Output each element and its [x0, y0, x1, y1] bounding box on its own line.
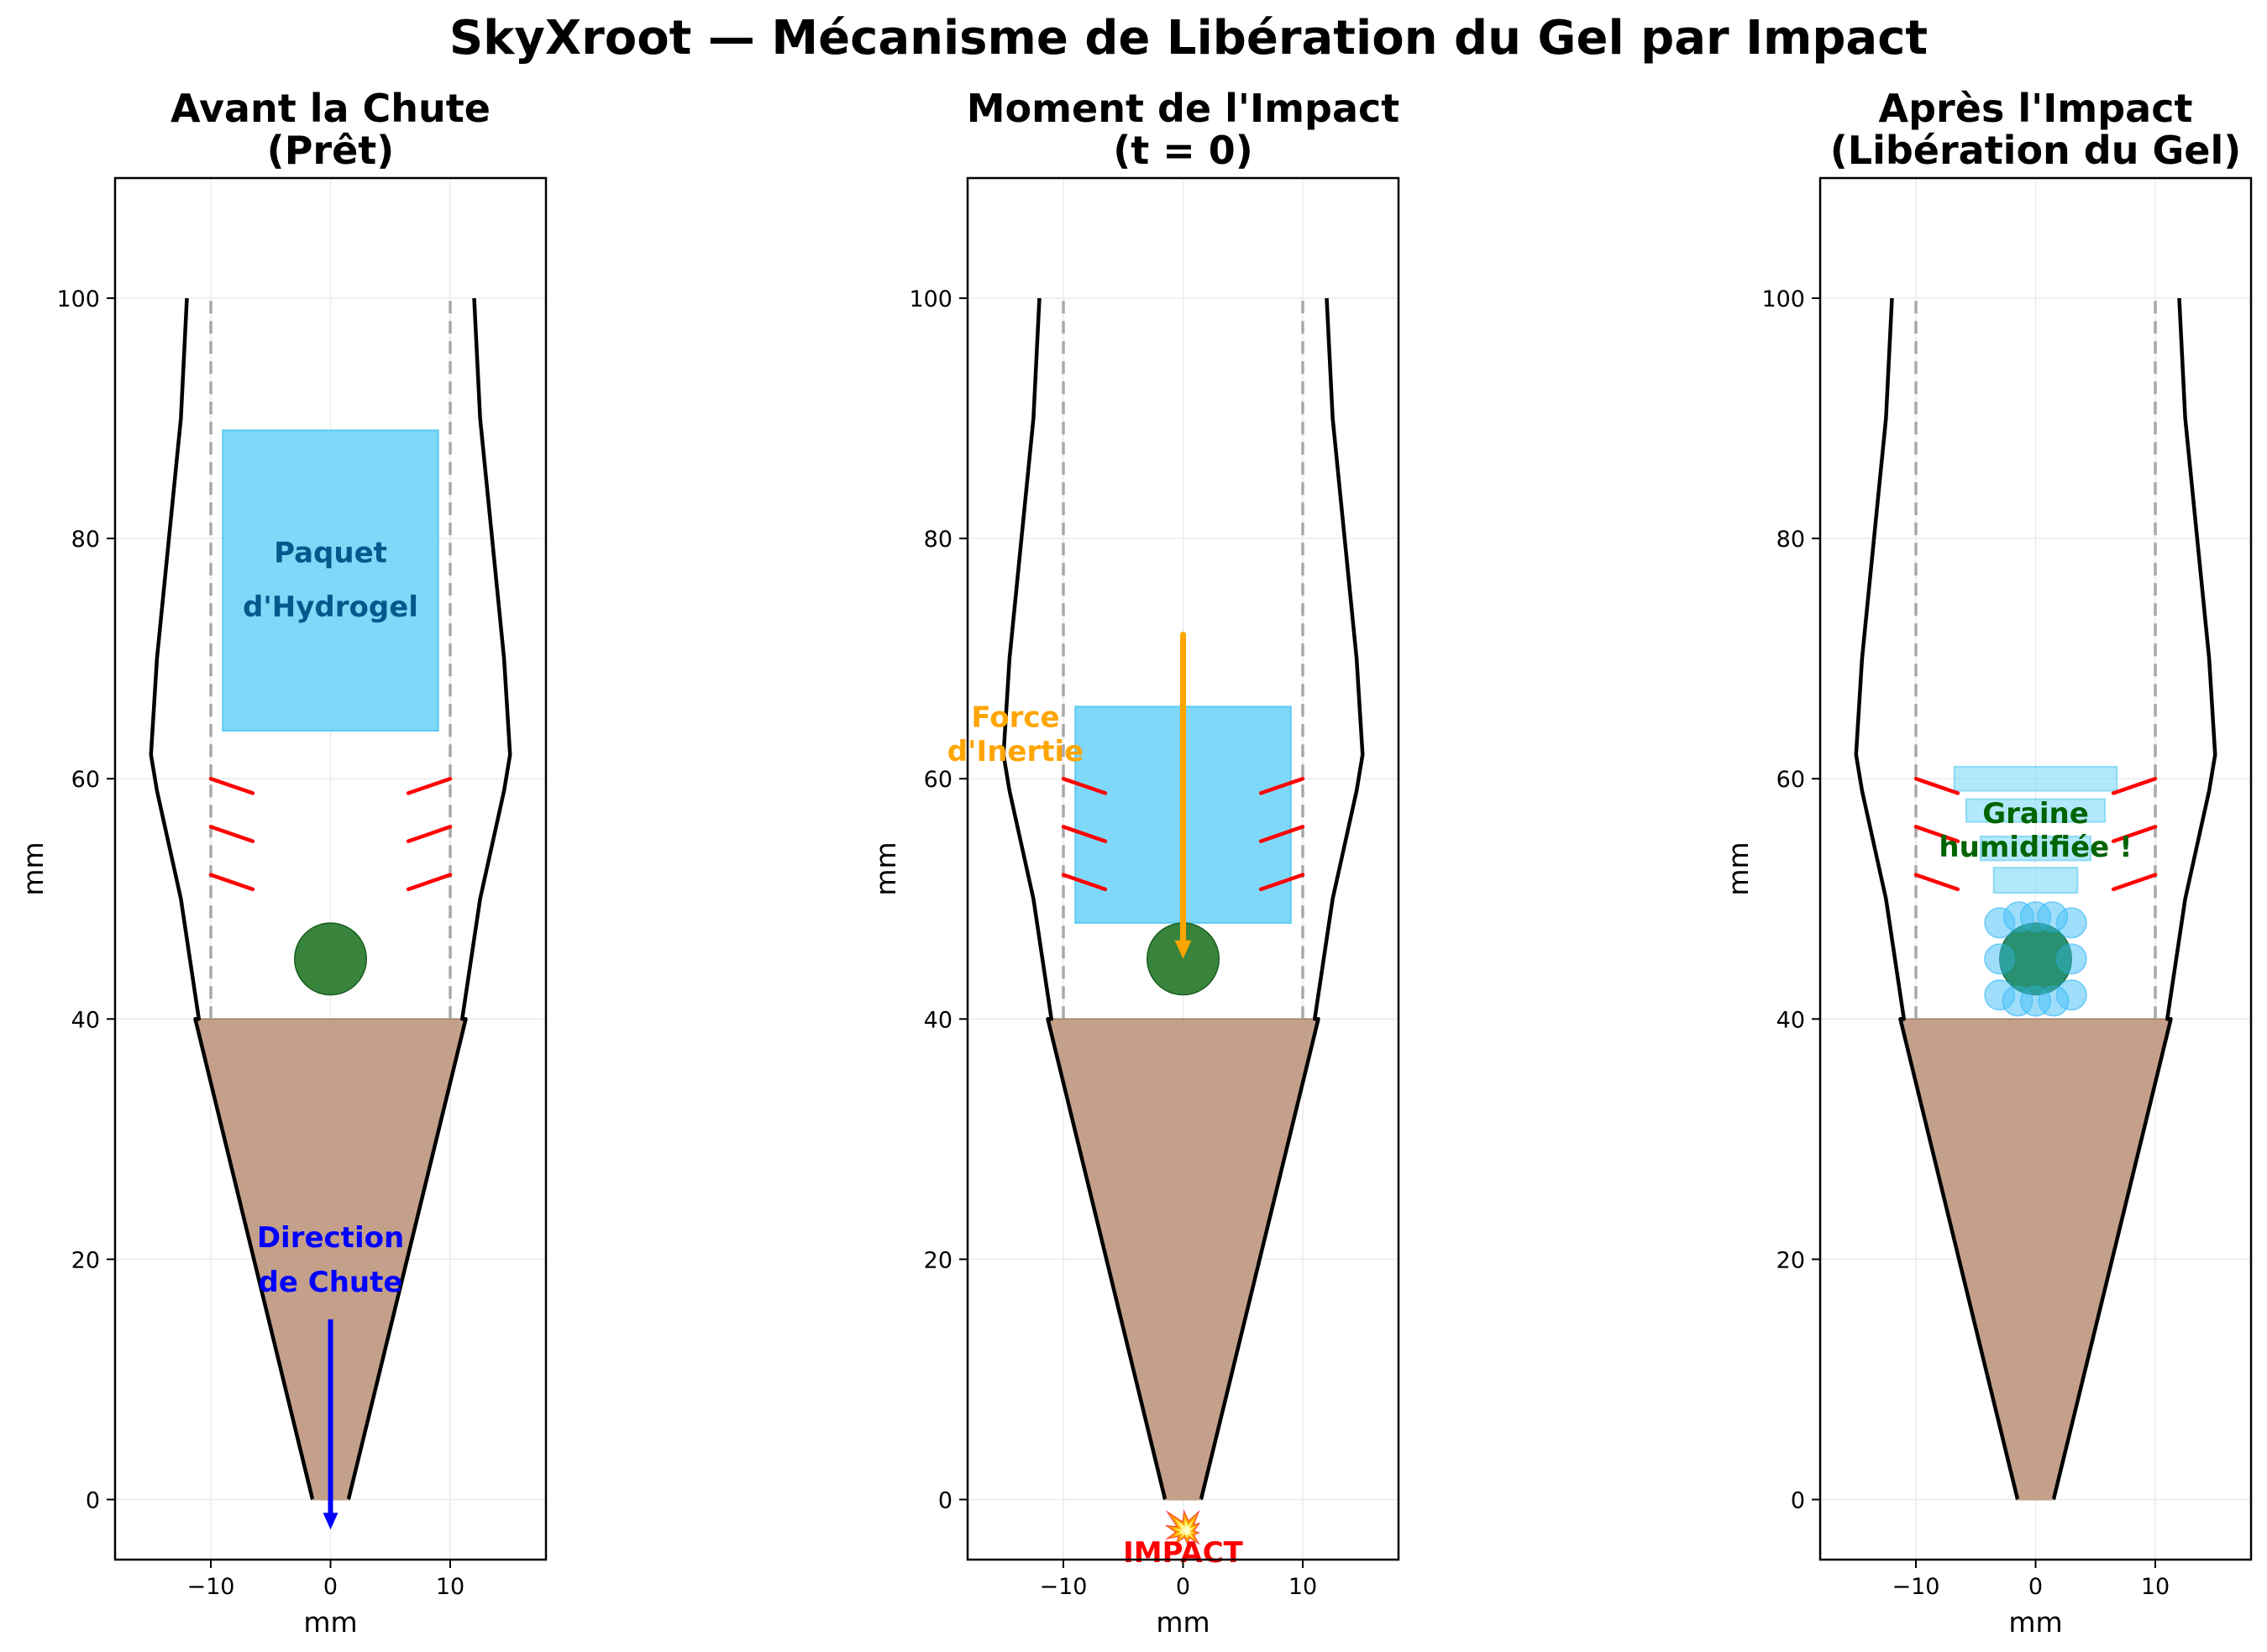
x-axis-label: mm [1156, 1606, 1210, 1639]
wet-seed-overlay [1999, 923, 2072, 995]
y-tick-label: 0 [938, 1487, 952, 1513]
retention-barb [1913, 825, 1960, 843]
shell-outline-right [346, 297, 512, 1501]
y-axis-label: mm [1722, 842, 1755, 895]
y-tick-label: 60 [1776, 767, 1805, 793]
panels: Avant la Chute(Prêt) Paquet d'Hydrogel Dire… [17, 86, 2253, 1639]
x-tick-label: −10 [1892, 1574, 1940, 1600]
x-tick-label: 0 [1176, 1574, 1190, 1600]
gel-label: Paquet [274, 537, 387, 570]
retention-barb [406, 873, 453, 892]
retention-barb [1913, 776, 1960, 795]
y-tick-label: 20 [1776, 1247, 1805, 1273]
x-tick-label: 0 [323, 1574, 338, 1600]
x-tick-label: −10 [1040, 1574, 1088, 1600]
released-gel-layer [1953, 765, 2118, 792]
retention-barb [1061, 873, 1108, 892]
impact-glyph: 💥 [1163, 1508, 1203, 1546]
released-gel-layer [1965, 798, 2107, 823]
panel-3: Après l'Impact(Libération du Gel) Graineh… [1722, 86, 2253, 1639]
inertia-arrow-head [1174, 940, 1192, 959]
retention-barb [208, 873, 255, 892]
fall-arrow-head [323, 1513, 338, 1530]
retention-barb [2111, 873, 2158, 892]
retention-barb [2111, 776, 2158, 795]
panel-1: Avant la Chute(Prêt) Paquet d'Hydrogel Dire… [17, 86, 548, 1639]
retention-barb [1913, 873, 1960, 892]
y-tick-label: 80 [1776, 527, 1805, 553]
x-axis-label: mm [303, 1606, 357, 1639]
retention-barb [208, 776, 255, 795]
y-tick-label: 60 [71, 767, 100, 793]
retention-barb [1258, 776, 1305, 795]
retention-barb [2111, 825, 2158, 843]
y-tick-label: 80 [924, 527, 952, 553]
panel-subtitle: (Prêt) [267, 128, 395, 173]
retention-barb [1061, 776, 1108, 795]
y-axis-label: mm [17, 842, 50, 895]
retention-barb [208, 825, 255, 843]
seed [294, 922, 367, 996]
retention-barb [406, 825, 453, 843]
fall-label: Direction [257, 1221, 404, 1255]
panel-subtitle: (Libération du Gel) [1830, 128, 2242, 173]
x-tick-label: 0 [2028, 1574, 2043, 1600]
inertia-label: Force [971, 701, 1059, 735]
y-tick-label: 20 [71, 1247, 100, 1273]
y-tick-label: 60 [924, 767, 952, 793]
shell-outline-left [1854, 297, 2020, 1501]
shell-outline-left [1001, 297, 1168, 1501]
x-tick-label: 10 [436, 1574, 464, 1600]
y-axis-label: mm [869, 842, 902, 895]
x-axis-label: mm [2008, 1606, 2062, 1639]
x-tick-label: −10 [187, 1574, 235, 1600]
figure-title: SkyXroot — Mécanisme de Libération du Ge… [449, 11, 1928, 66]
shell-outline-right [2051, 297, 2217, 1501]
y-tick-label: 0 [86, 1487, 100, 1513]
panel-title: Avant la Chute [171, 86, 491, 131]
y-tick-label: 100 [1761, 286, 1805, 312]
x-tick-label: 10 [2141, 1574, 2170, 1600]
y-tick-label: 0 [1791, 1487, 1805, 1513]
fall-label: de Chute [259, 1266, 403, 1299]
seed-label: Graine [1982, 797, 2089, 831]
seed-label: humidifiée ! [1939, 831, 2132, 864]
retention-barb [1258, 825, 1305, 843]
y-tick-label: 100 [56, 286, 100, 312]
panel-subtitle: (t = 0) [1113, 128, 1253, 173]
retention-barb [406, 776, 453, 795]
y-tick-label: 80 [71, 527, 100, 553]
shell-outline-right [1199, 297, 1365, 1501]
released-gel-layer [1979, 835, 2092, 862]
y-tick-label: 100 [909, 286, 952, 312]
y-tick-label: 40 [924, 1007, 952, 1033]
inertia-label: d'Inertie [947, 735, 1084, 768]
y-tick-label: 40 [71, 1007, 100, 1033]
x-tick-label: 10 [1288, 1574, 1317, 1600]
hydrogel-packet [222, 429, 439, 732]
retention-barb [1258, 873, 1305, 892]
released-gel-layer [1992, 867, 2079, 894]
y-tick-label: 40 [1776, 1007, 1805, 1033]
panel-title: Après l'Impact [1879, 86, 2193, 131]
panel-title: Moment de l'Impact [967, 86, 1400, 131]
y-tick-label: 20 [924, 1247, 952, 1273]
gel-label: d'Hydrogel [243, 590, 418, 624]
retention-barb [1061, 825, 1108, 843]
shell-outline-left [149, 297, 315, 1501]
